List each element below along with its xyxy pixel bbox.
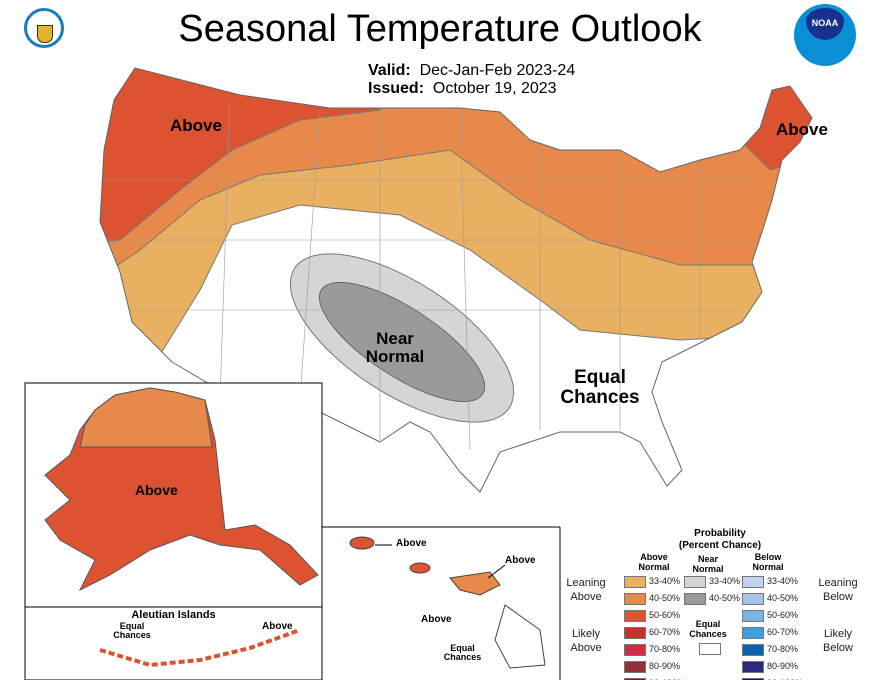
label-hawaii-above-3: Above — [421, 614, 452, 625]
legend-swatch-above-5 — [624, 661, 646, 673]
legend-swatch-above-4 — [624, 644, 646, 656]
legend-leaning-above: Leaning Above — [566, 577, 606, 603]
legend-swatch-above-0 — [624, 576, 646, 588]
big-island — [494, 604, 546, 669]
label-hawaii-above-2: Above — [505, 555, 536, 566]
legend-swatch-equal — [699, 643, 721, 655]
legend-range-above-1: 40-50% — [649, 593, 681, 603]
valid-line: Valid: Dec-Jan-Feb 2023-24 — [368, 62, 575, 80]
legend-likely-below: Likely Below — [823, 628, 853, 654]
legend-title: Probability — [694, 528, 746, 539]
legend-leaning-below: Leaning Below — [818, 577, 858, 603]
legend-swatch-below-1 — [742, 593, 764, 605]
legend-swatch-below-0 — [742, 576, 764, 588]
legend-swatch-above-1 — [624, 593, 646, 605]
label-hawaii-equal-chances: Equal Chances — [443, 643, 482, 663]
legend-range-near-1: 40-50% — [709, 593, 741, 603]
label-near-normal: Near Normal — [365, 329, 425, 366]
legend-swatch-above-3 — [624, 627, 646, 639]
legend-range-below-1: 40-50% — [767, 593, 799, 603]
near-normal-40-50-region — [318, 281, 486, 403]
legend-likely-above: Likely Above — [570, 628, 602, 654]
legend-subtitle: (Percent Chance) — [678, 540, 762, 551]
legend-below-header: Below Normal — [752, 552, 784, 572]
legend-range-below-6: 90-100% — [767, 678, 803, 680]
alaska-north-region — [79, 387, 213, 448]
label-aleutian-above: Above — [262, 621, 293, 632]
legend-range-below-5: 80-90% — [767, 661, 799, 671]
legend-near-header: Near Normal — [692, 554, 724, 574]
state-borders — [100, 99, 760, 451]
legend-above-header: Above Normal — [638, 552, 670, 572]
maui-county — [449, 571, 501, 596]
legend-range-above-0: 33-40% — [649, 576, 681, 586]
valid-value: Dec-Jan-Feb 2023-24 — [419, 62, 576, 79]
noaa-logo: NOAA — [794, 4, 856, 66]
valid-label: Valid: — [368, 62, 411, 79]
legend-swatch-below-6 — [742, 678, 764, 680]
legend-swatch-above-2 — [624, 610, 646, 622]
above-50-60-region-east — [739, 68, 812, 171]
label-alaska: Above — [135, 482, 178, 498]
oahu — [409, 562, 431, 574]
aleutian-title: Aleutian Islands — [131, 609, 216, 621]
legend-range-above-6: 90-100% — [649, 678, 685, 680]
issued-line: Issued: October 19, 2023 — [368, 80, 557, 98]
legend-equal-chances: Equal Chances — [689, 619, 727, 639]
issued-value: October 19, 2023 — [432, 80, 557, 97]
legend-swatch-above-6 — [624, 678, 646, 680]
label-aleutian-equal-chances: Equal Chances — [113, 621, 151, 641]
legend-swatch-below-4 — [742, 644, 764, 656]
label-equal-chances: Equal Chances — [560, 367, 640, 408]
kauai — [349, 536, 375, 550]
legend-range-below-0: 33-40% — [767, 576, 799, 586]
legend-range-above-3: 60-70% — [649, 627, 681, 637]
legend-range-above-4: 70-80% — [649, 644, 681, 654]
legend-range-below-3: 60-70% — [767, 627, 799, 637]
legend-swatch-below-3 — [742, 627, 764, 639]
legend-range-above-5: 80-90% — [649, 661, 681, 671]
aleutian-chain — [99, 628, 301, 668]
legend-range-below-4: 70-80% — [767, 644, 799, 654]
legend-range-near-0: 33-40% — [709, 576, 741, 586]
legend-range-above-2: 50-60% — [649, 610, 681, 620]
label-conus-northeast: Above — [776, 120, 828, 139]
label-hawaii-above-1: Above — [396, 538, 427, 549]
legend-swatch-below-5 — [742, 661, 764, 673]
page-title: Seasonal Temperature Outlook — [178, 8, 702, 50]
issued-label: Issued: — [368, 80, 425, 97]
commerce-seal-logo — [24, 8, 64, 48]
legend-swatch-near-0 — [684, 576, 706, 588]
legend-swatch-below-2 — [742, 610, 764, 622]
label-conus-northwest: Above — [170, 116, 222, 135]
legend-range-below-2: 50-60% — [767, 610, 799, 620]
legend-swatch-near-1 — [684, 593, 706, 605]
